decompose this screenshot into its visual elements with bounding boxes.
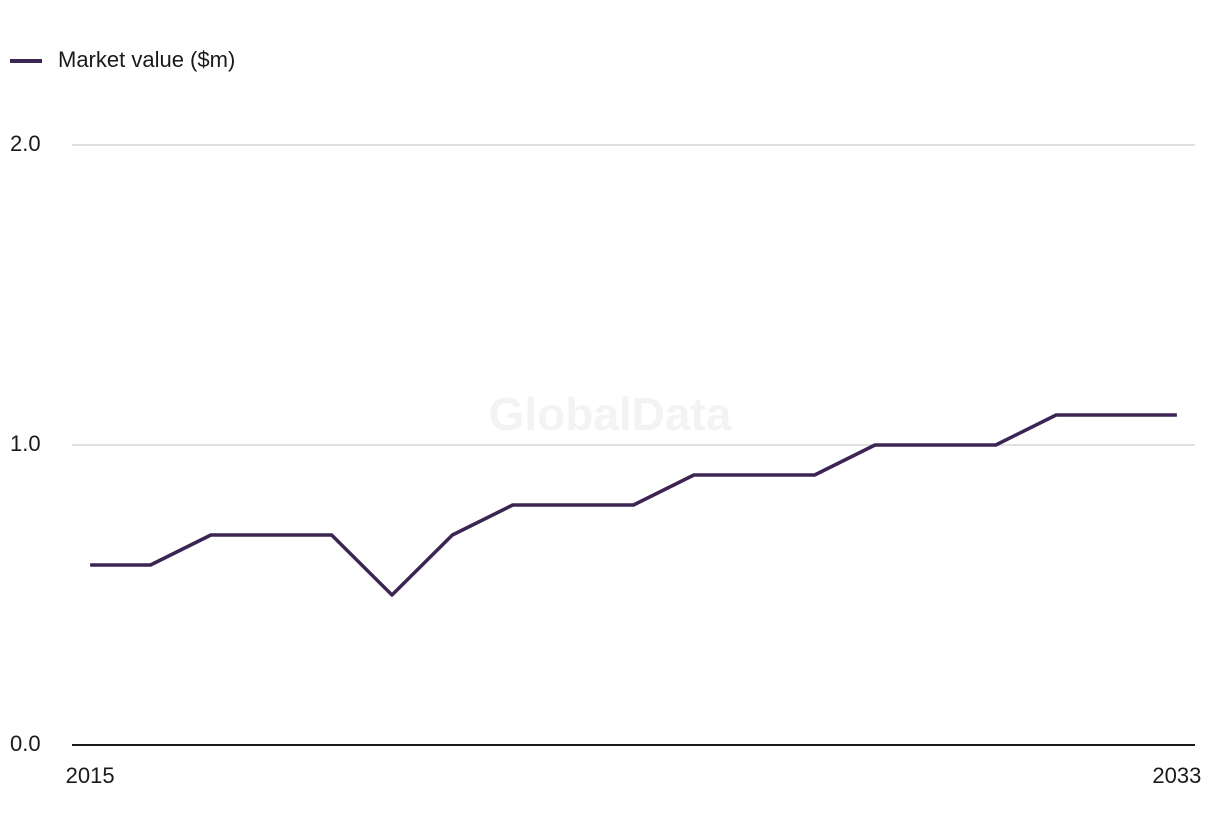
- x-tick-label: 2033: [1152, 763, 1201, 788]
- watermark: GlobalData: [489, 388, 732, 440]
- legend-label: Market value ($m): [58, 47, 235, 72]
- y-tick-label: 2.0: [10, 131, 41, 156]
- x-tick-label: 2015: [66, 763, 115, 788]
- y-tick-label: 1.0: [10, 431, 41, 456]
- data-line: [90, 413, 1177, 597]
- y-tick-label: 0.0: [10, 731, 41, 756]
